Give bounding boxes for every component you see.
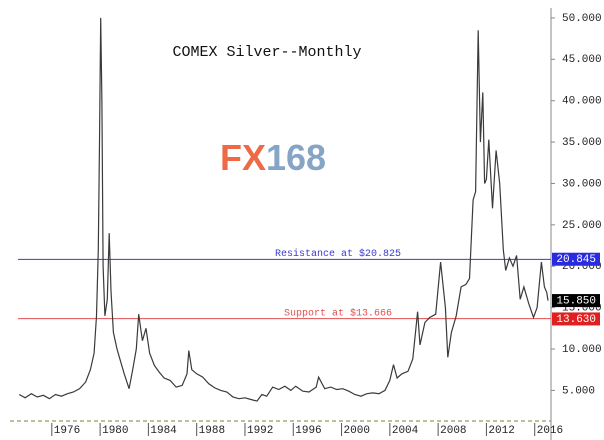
reference-label: Resistance at $20.825	[275, 248, 401, 260]
price-tag-label: 13.630	[556, 314, 596, 326]
y-tick-label: 50.000	[562, 13, 602, 25]
price-tag	[552, 252, 600, 266]
watermark-part: 168	[266, 137, 326, 178]
x-tick-label: 2016	[537, 425, 563, 437]
price-tag	[552, 294, 600, 308]
y-tick-label: 30.000	[562, 178, 602, 190]
x-tick-label: 1984	[150, 425, 177, 437]
y-tick-label: 35.000	[562, 137, 602, 149]
y-tick-label: 25.000	[562, 220, 602, 232]
x-tick-label: 2008	[440, 425, 466, 437]
price-tag-label: 20.845	[556, 254, 596, 266]
x-tick-label: 1980	[102, 425, 128, 437]
x-tick-label: 1996	[295, 425, 321, 437]
price-tag	[552, 312, 600, 326]
x-tick-label: 1976	[54, 425, 80, 437]
x-tick-label: 2012	[488, 425, 514, 437]
x-tick-label: 1992	[247, 425, 273, 437]
y-tick-label: 5.000	[562, 385, 595, 397]
price-line	[18, 17, 549, 402]
chart-title: COMEX Silver--Monthly	[172, 44, 361, 61]
watermark: FX168	[220, 137, 326, 178]
watermark-part: FX	[220, 137, 266, 178]
reference-label: Support at $13.666	[284, 307, 392, 319]
y-tick-label: 40.000	[562, 96, 602, 108]
y-tick-label: 45.000	[562, 54, 602, 66]
x-tick-label: 1988	[199, 425, 225, 437]
price-tag-label: 15.850	[556, 295, 596, 307]
x-tick-label: 2004	[392, 425, 419, 437]
y-tick-label: 10.000	[562, 344, 602, 356]
x-tick-label: 2000	[344, 425, 370, 437]
